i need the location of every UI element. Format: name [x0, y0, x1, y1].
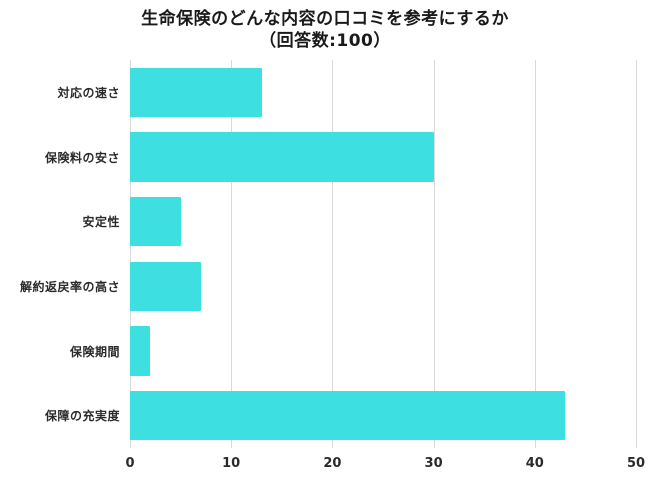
- x-axis: 0 10 20 30 40 50: [125, 448, 645, 480]
- chart-area: 対応の速さ保険料の安さ安定性解約返戻率の高さ保険期間保障の充実度 0 10 20 30…: [0, 56, 650, 480]
- chart-row: 対応の速さ: [0, 60, 636, 125]
- chart-title: 生命保険のどんな内容の口コミを参考にするか: [141, 9, 509, 29]
- chart-row: 解約返戻率の高さ: [0, 254, 636, 319]
- chart-header: 生命保険のどんな内容の口コミを参考にするか （回答数:100）: [0, 0, 650, 52]
- gridline: [231, 60, 233, 448]
- bar-track: [130, 254, 636, 319]
- category-label: 保障の充実度: [44, 409, 120, 424]
- category-label: 安定性: [82, 215, 120, 230]
- bar: [130, 261, 201, 311]
- x-tick-label: 20: [323, 456, 342, 471]
- gridline: [130, 60, 131, 448]
- chart-row: 保障の充実度: [0, 383, 636, 448]
- bar: [130, 326, 151, 376]
- chart-subtitle: （回答数:100）: [259, 31, 391, 52]
- x-tick-label: 10: [222, 456, 241, 471]
- x-tick-label: 30: [424, 456, 443, 471]
- bar-track: [130, 383, 636, 448]
- bar: [130, 67, 262, 117]
- chart-rows: 対応の速さ保険料の安さ安定性解約返戻率の高さ保険期間保障の充実度: [0, 60, 636, 448]
- chart-row: 保険期間: [0, 319, 636, 384]
- bar: [130, 197, 181, 247]
- gridline: [636, 60, 637, 448]
- gridline: [433, 60, 435, 448]
- bar-track: [130, 60, 636, 125]
- gridline: [332, 60, 334, 448]
- gridlines: [130, 60, 637, 448]
- category-label: 解約返戻率の高さ: [19, 279, 120, 294]
- x-tick-label: 0: [125, 456, 135, 471]
- bar-track: [130, 125, 636, 190]
- x-tick-label: 40: [525, 456, 544, 471]
- chart-row: 保険料の安さ: [0, 125, 636, 190]
- gridline: [534, 60, 536, 448]
- category-label: 保険料の安さ: [44, 150, 120, 165]
- bar-track: [130, 189, 636, 254]
- bar: [130, 391, 566, 441]
- bar-track: [130, 319, 636, 384]
- category-label: 保険期間: [69, 344, 120, 359]
- bar: [130, 132, 434, 182]
- category-label: 対応の速さ: [57, 85, 120, 100]
- chart-row: 安定性: [0, 189, 636, 254]
- x-tick-label: 50: [626, 456, 646, 471]
